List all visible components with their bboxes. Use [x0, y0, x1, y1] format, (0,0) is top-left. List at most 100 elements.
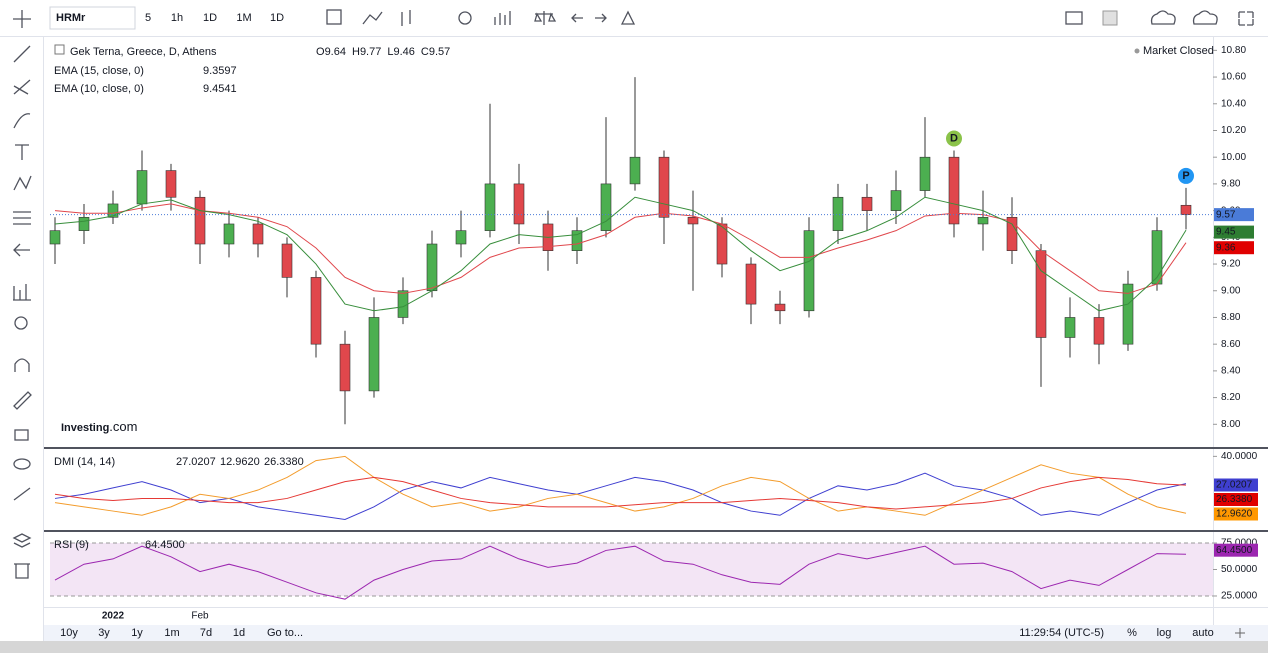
interval-button[interactable]: 1h	[171, 12, 183, 24]
candle-body	[600, 183, 612, 231]
candle-body	[1151, 230, 1163, 285]
studies-icon[interactable]	[494, 11, 511, 25]
candle-body	[397, 290, 409, 318]
candle-body	[165, 170, 177, 198]
balance-icon[interactable]	[534, 11, 557, 25]
candle-body	[687, 216, 699, 225]
symbol[interactable]: HRMr	[56, 12, 86, 24]
option-button[interactable]: log	[1157, 627, 1172, 639]
zoom-tool[interactable]	[14, 316, 28, 330]
axis-badge	[1214, 241, 1254, 255]
indicator-icon[interactable]	[362, 11, 383, 25]
interval-button[interactable]: 5	[145, 12, 151, 24]
color-icon[interactable]	[1102, 10, 1118, 26]
range-button[interactable]: 1d	[233, 627, 245, 639]
compare-icon[interactable]	[401, 10, 411, 26]
measure-tool[interactable]	[13, 211, 31, 225]
axis-badge	[1214, 543, 1258, 557]
candle-body	[1180, 204, 1192, 215]
legend-value: 9.3597	[203, 65, 237, 77]
interval-button[interactable]: 1D	[270, 12, 284, 24]
symbol-box[interactable]	[49, 6, 136, 30]
x-tick-label: 2022	[102, 611, 125, 622]
camera-icon[interactable]	[1065, 11, 1083, 25]
footer: 10y 3y 1y 1m 7d 1d Go to...% log auto	[60, 627, 1214, 639]
option-button[interactable]: auto	[1192, 627, 1213, 639]
legend-name: EMA (15, close, 0)	[54, 65, 144, 77]
collapse-icon[interactable]	[54, 44, 65, 55]
alert-icon[interactable]	[620, 10, 636, 25]
y-tick-label: 10.40	[1221, 98, 1246, 109]
eye-tool[interactable]	[13, 458, 31, 470]
axis-badge-label: 26.3380	[1216, 494, 1253, 505]
series-line	[54, 203, 1187, 294]
price-axis-border	[1213, 37, 1214, 625]
range-button[interactable]: 1m	[164, 627, 179, 639]
event-marker[interactable]	[946, 130, 962, 147]
legend-value: 27.0207	[176, 456, 216, 468]
axis-badge	[1214, 208, 1254, 222]
link-tool[interactable]	[13, 487, 31, 501]
ohlc-prefix: H	[352, 46, 360, 58]
ohlc-value: 9.64	[325, 46, 346, 58]
ohlc-prefix: C	[421, 46, 429, 58]
lock-tool[interactable]	[14, 429, 29, 441]
y-tick-label: 9.20	[1221, 259, 1241, 270]
rsi-band	[50, 543, 1213, 596]
ohlc-prefix: L	[387, 46, 393, 58]
forecast-tool[interactable]	[13, 284, 31, 301]
candle-body	[1006, 216, 1018, 251]
axis-badge-label: 9.45	[1216, 227, 1236, 238]
cloud-load-icon[interactable]	[1150, 10, 1176, 25]
y-tick-label: 8.60	[1221, 339, 1241, 350]
text-tool[interactable]	[15, 144, 29, 160]
axis-badge-label: 9.57	[1216, 209, 1236, 220]
magnet-tool[interactable]	[14, 358, 30, 372]
pattern-tool[interactable]	[13, 175, 32, 191]
y-tick-label: 8.20	[1221, 392, 1241, 403]
line-tool[interactable]	[13, 45, 31, 63]
candle-body	[832, 196, 844, 231]
option-button[interactable]: %	[1127, 627, 1137, 639]
fib-tool[interactable]	[13, 79, 31, 95]
legend-value: 9.4541	[203, 83, 237, 95]
candle-body	[745, 263, 757, 305]
interval-button[interactable]: 1D	[203, 12, 217, 24]
x-tick-label: Feb	[191, 611, 209, 622]
interval-group: 5 1h 1D 1M 1D	[145, 12, 284, 24]
candle-body	[890, 190, 902, 211]
range-button[interactable]: 7d	[200, 627, 212, 639]
redo-icon[interactable]	[595, 13, 607, 23]
settings-gear[interactable]	[1235, 628, 1245, 638]
legend-value: 64.4500	[145, 539, 185, 551]
cloud-save-icon[interactable]	[1192, 10, 1218, 25]
ohlc-prefix: O	[316, 46, 325, 58]
axis-badge-label: 12.9620	[1216, 509, 1253, 520]
undo-icon[interactable]	[571, 13, 583, 23]
range-button[interactable]: 1y	[131, 627, 143, 639]
candle-body	[1035, 250, 1047, 338]
goto-button[interactable]: Go to...	[267, 627, 303, 639]
fullscreen-icon[interactable]	[1238, 11, 1254, 26]
event-marker[interactable]	[1178, 167, 1194, 184]
y-tick-label: 9.00	[1221, 285, 1241, 296]
candle-body	[281, 243, 293, 278]
trash-tool[interactable]	[14, 563, 30, 579]
candle-body	[774, 303, 786, 312]
range-button[interactable]: 3y	[98, 627, 110, 639]
settings-icon[interactable]	[458, 11, 472, 25]
interval-button[interactable]: 1M	[236, 12, 251, 24]
candle-icon[interactable]	[326, 9, 342, 25]
draw-mode-tool[interactable]	[13, 391, 32, 410]
ohlc-readout: O9.64 H9.77 L9.46 C9.57	[316, 46, 450, 58]
range-button[interactable]: 10y	[60, 627, 78, 639]
layers-tool[interactable]	[12, 533, 32, 548]
brush-tool[interactable]	[13, 113, 31, 129]
candle-body	[658, 156, 670, 218]
back-tool[interactable]	[13, 243, 30, 257]
cross-tool[interactable]	[13, 10, 31, 28]
axis-badge	[1214, 225, 1254, 239]
candle-body	[368, 317, 380, 392]
